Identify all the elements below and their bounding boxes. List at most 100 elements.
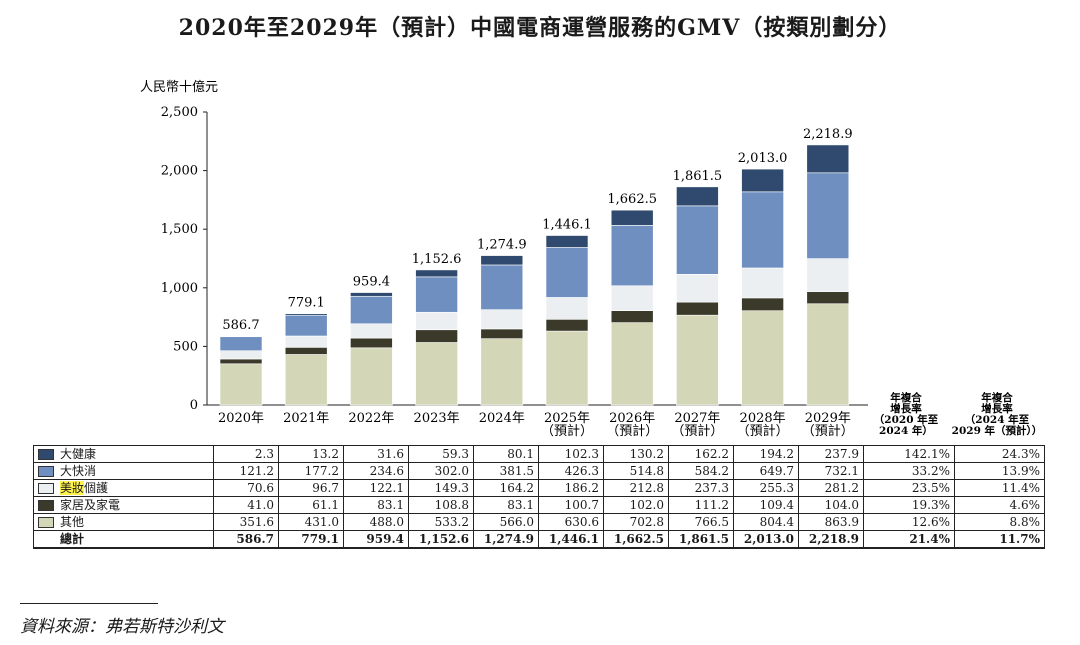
table-cell: 281.2 <box>798 479 864 497</box>
table-cell: 83.1 <box>473 496 539 514</box>
table-cell: 2.3 <box>213 445 279 463</box>
cagr-header-line: 增長率 <box>890 402 922 415</box>
bar-total-label: 1,861.5 <box>673 169 723 184</box>
row-label: 大快消 <box>33 462 214 480</box>
table-cell: 732.1 <box>798 462 864 480</box>
table-cell: 70.6 <box>213 479 279 497</box>
y-tick-label: 500 <box>173 339 198 354</box>
cagr-2024-2029-cell: 11.4% <box>954 479 1045 497</box>
table-cell: 1,662.5 <box>603 530 669 549</box>
table-cell: 431.0 <box>278 513 344 531</box>
y-tick-label: 2,000 <box>161 164 198 179</box>
bar-segment-大快消 <box>480 264 524 310</box>
table-cell: 100.7 <box>538 496 604 514</box>
bar-segment-大快消 <box>350 295 393 325</box>
cagr-header-line: （2020 年至 <box>874 413 939 426</box>
cagr-2024-2029-cell: 8.8% <box>954 513 1045 531</box>
table-cell: 1,274.9 <box>473 530 539 549</box>
bar-segment-家居及家電 <box>676 301 719 316</box>
bar-segment-大快消 <box>545 247 589 298</box>
cagr-2024-2029-cell: 13.9% <box>954 462 1045 480</box>
bar-segment-大快消 <box>219 336 263 352</box>
bar-segment-大快消 <box>610 225 654 287</box>
row-label: 大健康 <box>33 445 214 463</box>
bar-segment-家居及家電 <box>350 337 393 349</box>
bar-segment-大快消 <box>676 205 719 275</box>
bar-segment-其他 <box>219 363 263 406</box>
bar-total-label: 586.7 <box>222 318 259 333</box>
x-tick-label: 2021年 <box>283 411 329 426</box>
bar-segment-美妝個護 <box>219 350 263 360</box>
table-cell: 61.1 <box>278 496 344 514</box>
table-cell: 1,861.5 <box>668 530 734 549</box>
table-cell: 80.1 <box>473 445 539 463</box>
bar-segment-家居及家電 <box>415 329 458 343</box>
table-cell: 566.0 <box>473 513 539 531</box>
cagr-header-line: 2024 年） <box>879 424 933 437</box>
bar-segment-美妝個護 <box>415 311 458 331</box>
x-tick-label: （預計） <box>606 423 658 439</box>
table-cell: 41.0 <box>213 496 279 514</box>
row-label: 其他 <box>33 513 214 531</box>
bar-segment-家居及家電 <box>545 318 589 332</box>
stacked-bar-chart: 人民幣十億元 0 500 1,000 1,500 2,000 2,500 586.7 779… <box>140 79 1043 439</box>
table-cell: 177.2 <box>278 462 344 480</box>
highlighted-text: 美妝 <box>60 480 85 495</box>
data-table: 大健康 2.3 13.2 31.6 59.3 80.1 102.3 130.2 162.2 194… <box>33 445 1045 549</box>
bar-segment-大快消 <box>741 191 784 269</box>
bar-segment-大健康 <box>741 168 784 193</box>
bar-segment-其他 <box>284 354 328 406</box>
table-cell: 649.7 <box>733 462 799 480</box>
table-cell: 302.0 <box>408 462 474 480</box>
table-cell: 162.2 <box>668 445 734 463</box>
bar-total-label: 1,662.5 <box>607 192 657 207</box>
bar-segment-其他 <box>350 347 393 406</box>
y-tick-label: 1,000 <box>161 281 198 296</box>
table-cell: 702.8 <box>603 513 669 531</box>
row-label: 總計 <box>33 530 214 549</box>
table-row: 其他 351.6 431.0 488.0 533.2 566.0 630.6 702.8 766… <box>33 513 1045 531</box>
table-cell: 111.2 <box>668 496 734 514</box>
bar-segment-家居及家電 <box>610 310 654 323</box>
y-tick-label: 0 <box>190 398 198 413</box>
table-cell: 109.4 <box>733 496 799 514</box>
bar-segment-家居及家電 <box>219 358 263 365</box>
bar-segment-大快消 <box>806 172 850 259</box>
table-row: 美妝個護 70.6 96.7 122.1 149.3 164.2 186.2 212.8 237… <box>33 479 1045 497</box>
table-cell: 584.2 <box>668 462 734 480</box>
bar-segment-大健康 <box>415 269 458 278</box>
x-tick-label: （預計） <box>671 423 723 439</box>
table-cell: 234.6 <box>343 462 409 480</box>
table-cell: 102.0 <box>603 496 669 514</box>
cagr-2020-2024-cell: 19.3% <box>863 496 955 514</box>
table-cell: 804.4 <box>733 513 799 531</box>
row-label: 家居及家電 <box>33 496 214 514</box>
bar-segment-美妝個護 <box>480 309 524 330</box>
cagr-header-line: 年複合 <box>890 391 922 404</box>
bar-segment-美妝個護 <box>676 274 719 303</box>
bar-segment-其他 <box>545 330 589 406</box>
x-tick-label: （預計） <box>541 423 593 439</box>
bar-segment-家居及家電 <box>806 291 850 305</box>
bar-segment-大快消 <box>415 276 458 313</box>
bar-segment-其他 <box>676 314 719 406</box>
legend-swatch <box>38 499 54 511</box>
cagr-header-line: 2029 年（預計）） <box>952 424 1043 437</box>
table-cell: 13.2 <box>278 445 344 463</box>
cagr-2024-2029-cell: 4.6% <box>954 496 1045 514</box>
legend-swatch <box>38 465 54 477</box>
cagr-header-line: 增長率 <box>981 402 1013 415</box>
y-tick-label: 1,500 <box>161 222 198 237</box>
table-cell: 102.3 <box>538 445 604 463</box>
x-axis-labels: 2020年 2021年 2022年 2023年 2024年 2025年（預計）2026年（… <box>218 411 854 439</box>
bar-segment-大健康 <box>806 144 850 174</box>
cagr-2020-2024-cell: 12.6% <box>863 513 955 531</box>
table-cell: 533.2 <box>408 513 474 531</box>
chart-title: 2020年至2029年（預計）中國電商運營服務的GMV（按類別劃分） <box>178 15 902 41</box>
table-cell: 108.8 <box>408 496 474 514</box>
bar-segment-美妝個護 <box>806 258 850 292</box>
x-tick-label: 2027年 <box>674 411 720 426</box>
bar-segment-大健康 <box>480 255 524 266</box>
bar-segment-大快消 <box>284 314 328 337</box>
